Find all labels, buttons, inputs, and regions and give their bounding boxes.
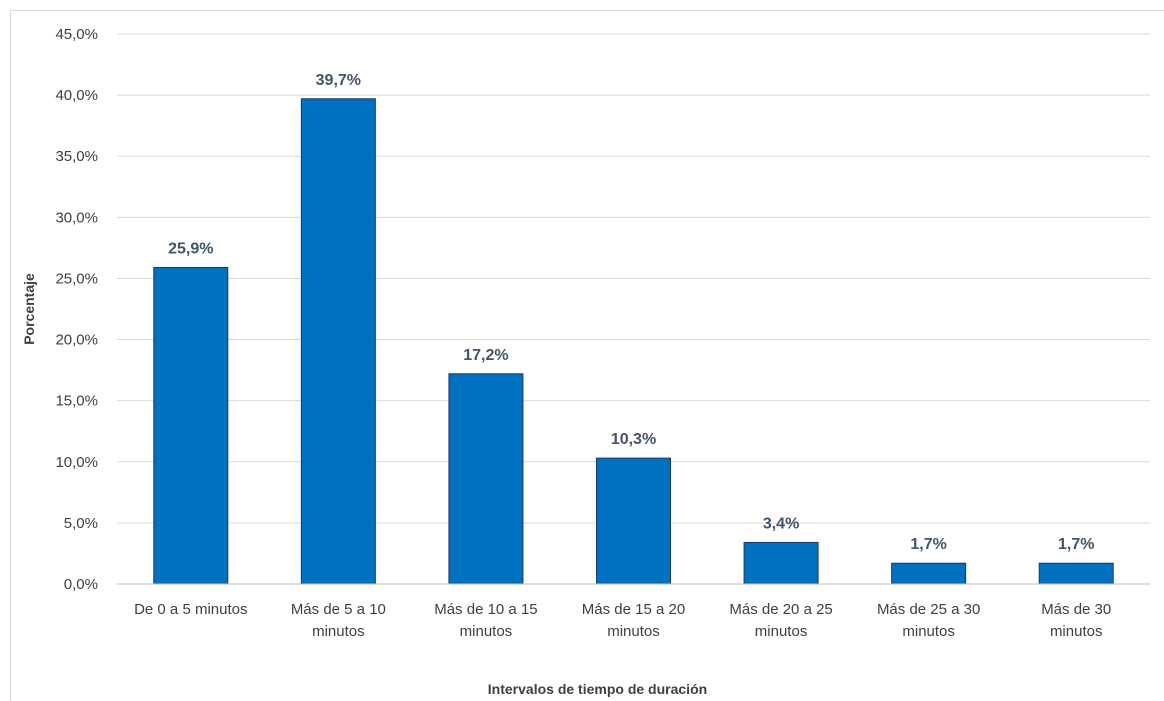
x-category-label: Más de 20 a 25 minutos <box>729 601 832 640</box>
x-category-label-line: minutos <box>1050 623 1103 640</box>
x-category-label-line: Más de 30 <box>1041 601 1111 618</box>
bar <box>891 562 967 585</box>
y-tick-label: 15,0% <box>55 393 98 410</box>
data-label: 10,3% <box>611 431 656 448</box>
data-labels: 25,9% 39,7% 17,2% 10,3% 3,4% 1,7% 1,7% <box>168 72 1094 553</box>
y-tick-label: 5,0% <box>64 515 98 532</box>
x-category-label-line: De 0 a 5 minutos <box>134 601 247 618</box>
x-category-label-line: Más de 20 a 25 <box>729 601 832 618</box>
x-category-label-line: Más de 10 a 15 <box>434 601 537 618</box>
data-label: 25,9% <box>168 240 213 257</box>
y-tick-label: 35,0% <box>55 148 98 165</box>
data-label: 1,7% <box>1058 536 1094 553</box>
x-category-label-line: minutos <box>460 623 513 640</box>
bar <box>743 541 819 585</box>
x-category-label: Más de 5 a 10 minutos <box>291 601 386 640</box>
chart-frame <box>10 10 1164 701</box>
y-tick-label: 20,0% <box>55 332 98 349</box>
x-category-label: Más de 10 a 15 minutos <box>434 601 537 640</box>
x-category-label: De 0 a 5 minutos <box>134 601 247 618</box>
y-axis-ticks: 0,0% 5,0% 10,0% 15,0% 20,0% 25,0% 30,0% 35,0% 40… <box>55 26 98 593</box>
x-category-label-line: Más de 25 a 30 <box>877 601 980 618</box>
data-label: 3,4% <box>763 515 799 532</box>
bars <box>153 98 1114 585</box>
x-axis-title: Intervalos de tiempo de duración <box>488 681 707 697</box>
data-label: 39,7% <box>316 72 361 89</box>
x-category-label: Más de 30 minutos <box>1041 601 1111 640</box>
y-tick-label: 40,0% <box>55 87 98 104</box>
y-tick-label: 0,0% <box>64 576 98 593</box>
bar <box>153 266 229 585</box>
data-label: 17,2% <box>463 347 508 364</box>
data-label: 1,7% <box>910 536 946 553</box>
bar <box>596 457 671 585</box>
gridlines <box>117 33 1150 524</box>
y-axis-title: Porcentaje <box>21 273 37 345</box>
y-tick-label: 10,0% <box>55 454 98 471</box>
y-tick-label: 45,0% <box>55 26 98 43</box>
x-category-label-line: minutos <box>902 623 955 640</box>
x-category-label-line: Más de 5 a 10 <box>291 601 386 618</box>
x-category-label-line: minutos <box>312 623 365 640</box>
x-axis-categories: De 0 a 5 minutos Más de 5 a 10 minutosMás … <box>134 601 1111 640</box>
x-category-label-line: minutos <box>607 623 660 640</box>
bar <box>448 373 524 585</box>
y-tick-label: 25,0% <box>55 270 98 287</box>
x-category-label: Más de 15 a 20 minutos <box>582 601 685 640</box>
x-category-label: Más de 25 a 30 minutos <box>877 601 980 640</box>
bar <box>300 98 376 585</box>
y-tick-label: 30,0% <box>55 209 98 226</box>
x-category-label-line: minutos <box>755 623 808 640</box>
x-category-label-line: Más de 15 a 20 <box>582 601 685 618</box>
bar <box>1038 562 1114 585</box>
